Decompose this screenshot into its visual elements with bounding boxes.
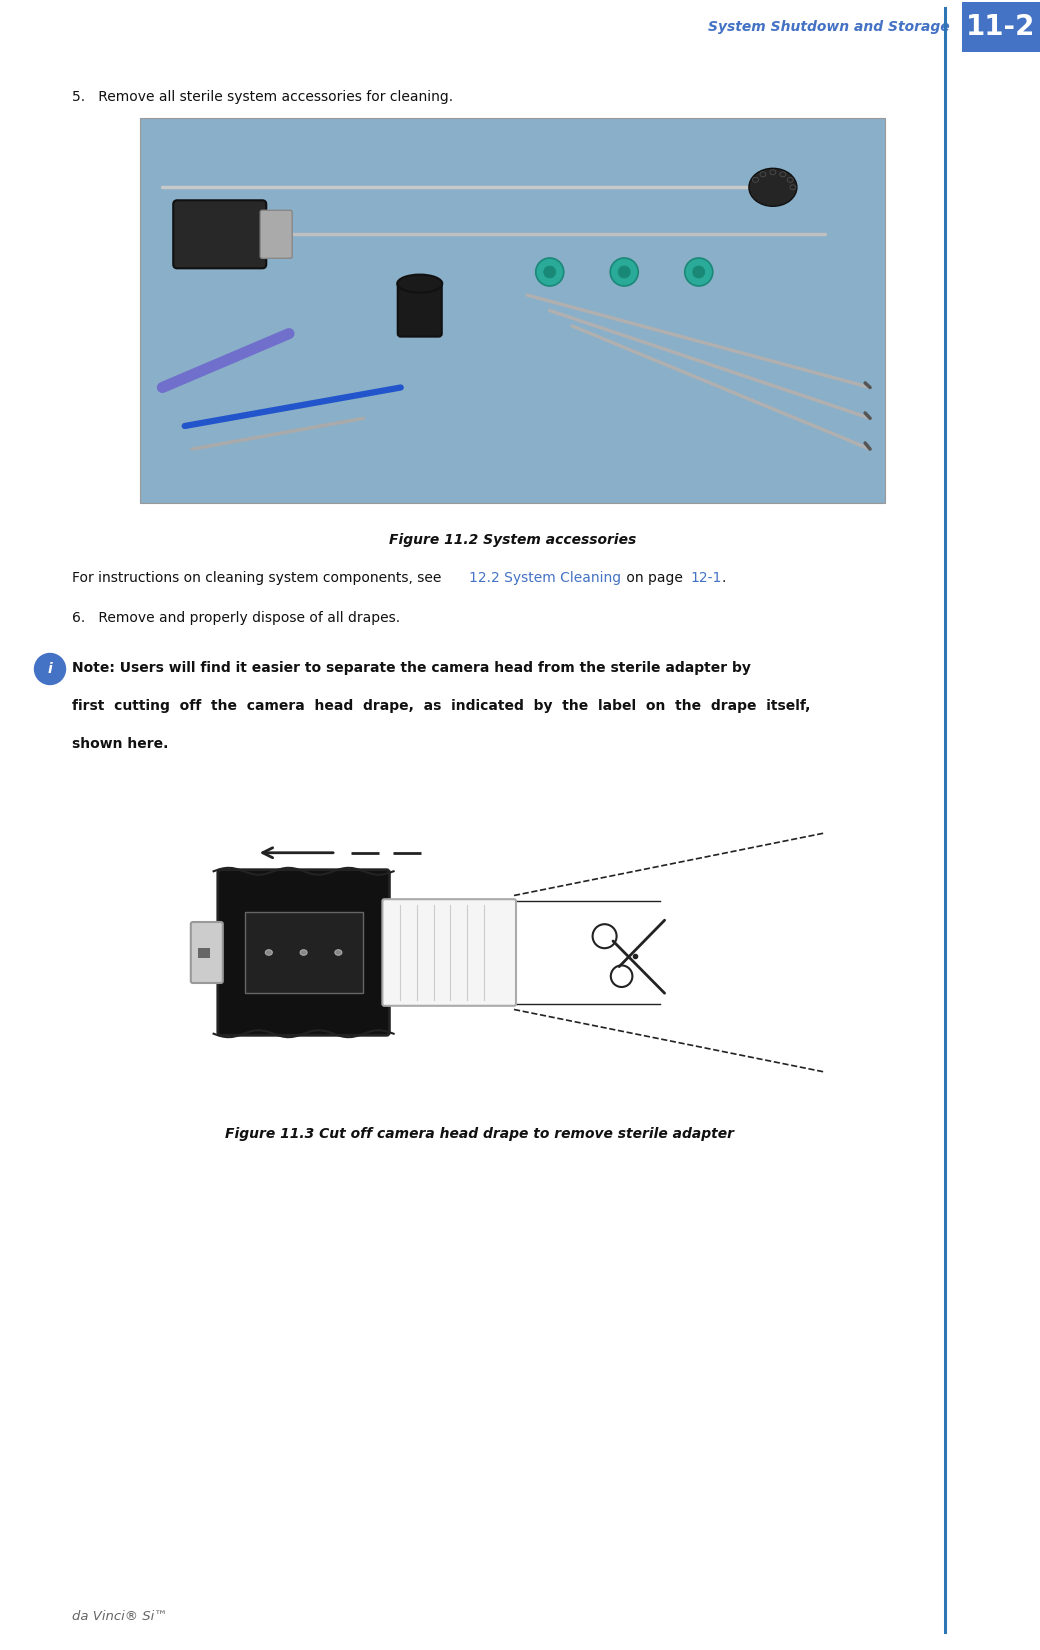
Text: first  cutting  off  the  camera  head  drape,  as  indicated  by  the  label  o: first cutting off the camera head drape,… xyxy=(72,700,810,713)
FancyBboxPatch shape xyxy=(140,119,885,503)
Circle shape xyxy=(536,257,564,285)
Text: Note: Users will find it easier to separate the camera head from the sterile ada: Note: Users will find it easier to separ… xyxy=(72,662,751,675)
FancyBboxPatch shape xyxy=(383,899,516,1006)
Ellipse shape xyxy=(749,168,797,206)
Circle shape xyxy=(684,257,712,285)
Text: 12.2 System Cleaning: 12.2 System Cleaning xyxy=(469,571,621,586)
Text: shown here.: shown here. xyxy=(72,738,168,751)
Text: 6.   Remove and properly dispose of all drapes.: 6. Remove and properly dispose of all dr… xyxy=(72,610,400,625)
Circle shape xyxy=(34,653,66,685)
Text: 12-1: 12-1 xyxy=(691,571,722,586)
Text: da Vinci® Si™: da Vinci® Si™ xyxy=(72,1610,167,1624)
FancyBboxPatch shape xyxy=(244,911,363,993)
Text: Figure 11.3 Cut off camera head drape to remove sterile adapter: Figure 11.3 Cut off camera head drape to… xyxy=(226,1127,734,1142)
Text: on page: on page xyxy=(622,571,687,586)
Circle shape xyxy=(693,266,705,277)
Text: Figure 11.2 System accessories: Figure 11.2 System accessories xyxy=(389,533,636,548)
FancyBboxPatch shape xyxy=(174,200,266,269)
FancyBboxPatch shape xyxy=(397,280,442,337)
FancyBboxPatch shape xyxy=(260,210,292,259)
Circle shape xyxy=(544,266,555,277)
Bar xyxy=(198,947,210,957)
Ellipse shape xyxy=(301,950,307,955)
Ellipse shape xyxy=(335,950,342,955)
Text: For instructions on cleaning system components, see: For instructions on cleaning system comp… xyxy=(72,571,446,586)
Text: .: . xyxy=(722,571,726,586)
FancyBboxPatch shape xyxy=(962,2,1040,53)
Text: 5.   Remove all sterile system accessories for cleaning.: 5. Remove all sterile system accessories… xyxy=(72,91,453,104)
Text: System Shutdown and Storage: System Shutdown and Storage xyxy=(708,20,950,35)
FancyBboxPatch shape xyxy=(190,922,223,983)
Text: 11-2: 11-2 xyxy=(966,13,1036,41)
FancyBboxPatch shape xyxy=(217,870,389,1035)
FancyBboxPatch shape xyxy=(120,810,840,1096)
Circle shape xyxy=(610,257,639,285)
Text: i: i xyxy=(48,662,52,676)
Circle shape xyxy=(618,266,630,277)
Ellipse shape xyxy=(397,274,442,292)
Ellipse shape xyxy=(265,950,272,955)
